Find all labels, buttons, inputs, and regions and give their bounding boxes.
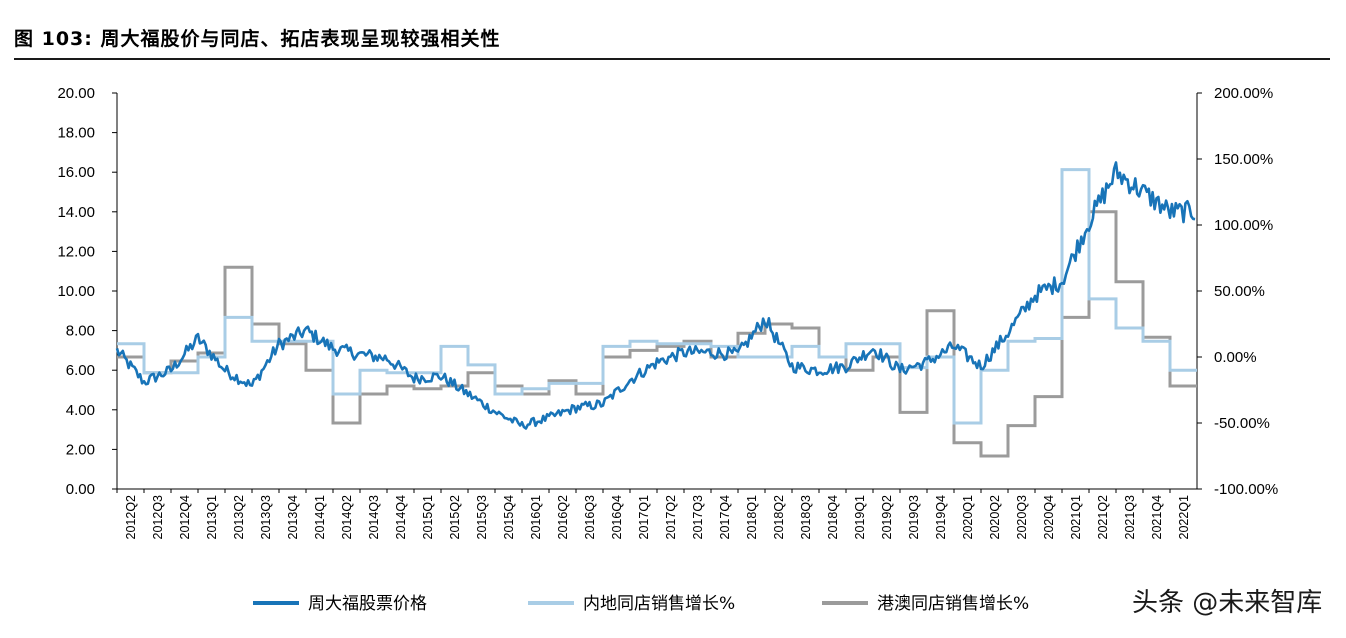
x-tick-label: 2021Q3 — [1123, 495, 1137, 540]
series-hkmacau-sss-line — [117, 210, 1197, 458]
x-tick-label: 2017Q3 — [691, 495, 705, 540]
x-tick-label: 2014Q4 — [394, 495, 408, 540]
chart-title: 图 103: 周大福股价与同店、拓店表现呈现较强相关性 — [14, 28, 501, 50]
x-tick-label: 2014Q1 — [313, 495, 327, 540]
x-tick-label: 2017Q4 — [718, 495, 732, 540]
y-right-tick-label: 200.00% — [1214, 85, 1273, 102]
title-divider — [14, 58, 1330, 60]
x-tick-label: 2015Q2 — [448, 495, 462, 540]
y-right-tick-label: 150.00% — [1214, 151, 1273, 168]
x-tick-label: 2021Q4 — [1150, 495, 1164, 540]
x-tick-label: 2012Q3 — [151, 495, 165, 540]
x-tick-label: 2020Q1 — [961, 495, 975, 540]
y-left-tick-label: 16.00 — [57, 164, 95, 181]
x-tick-label: 2018Q1 — [745, 495, 759, 540]
x-tick-label: 2018Q4 — [826, 495, 840, 540]
x-tick-label: 2018Q3 — [799, 495, 813, 540]
x-tick-label: 2015Q4 — [502, 495, 516, 540]
y-left-tick-label: 6.00 — [66, 362, 95, 379]
x-tick-label: 2016Q4 — [610, 495, 624, 540]
x-tick-label: 2017Q1 — [637, 495, 651, 540]
y-right-tick-label: -100.00% — [1214, 481, 1278, 498]
x-tick-label: 2019Q2 — [880, 495, 894, 540]
x-tick-label: 2016Q3 — [583, 495, 597, 540]
y-left-tick-label: 8.00 — [66, 323, 95, 340]
x-tick-label: 2013Q1 — [205, 495, 219, 540]
x-tick-label: 2020Q4 — [1042, 495, 1056, 540]
x-tick-label: 2015Q3 — [475, 495, 489, 540]
x-tick-label: 2022Q1 — [1177, 495, 1191, 540]
x-tick-labels: 2012Q2 2012Q3 2012Q4 2013Q1 2013Q2 2013Q3 2013… — [116, 489, 1191, 540]
x-tick-label: 2019Q4 — [934, 495, 948, 540]
y-right-tick-label: -50.00% — [1214, 415, 1270, 432]
legend-label: 港澳同店销售增长% — [877, 594, 1029, 614]
watermark-text: 头条 @未来智库 — [1132, 588, 1322, 618]
x-tick-label: 2012Q4 — [178, 495, 192, 540]
y-left-tick-label: 4.00 — [66, 402, 95, 419]
y-right-tick-label: 0.00% — [1214, 349, 1257, 366]
x-tick-label: 2015Q1 — [421, 495, 435, 540]
x-tick-label: 2021Q2 — [1096, 495, 1110, 540]
y-right-tick-label: 50.00% — [1214, 283, 1265, 300]
x-tick-label: 2019Q1 — [853, 495, 867, 540]
x-tick-label: 2018Q2 — [772, 495, 786, 540]
y-right-tick-label: 100.00% — [1214, 217, 1273, 234]
y-left-tick-label: 2.00 — [66, 441, 95, 458]
legend: 周大福股票价格 内地同店销售增长% 港澳同店销售增长% — [253, 594, 1029, 614]
y-left-tick-label: 18.00 — [57, 125, 95, 142]
x-tick-label: 2013Q2 — [232, 495, 246, 540]
y-left-tick-label: 10.00 — [57, 283, 95, 300]
series-group — [115, 161, 1197, 458]
y-left-tick-label: 14.00 — [57, 204, 95, 221]
x-tick-label: 2020Q2 — [988, 495, 1002, 540]
legend-label: 内地同店销售增长% — [583, 594, 735, 614]
y-left-tick-label: 12.00 — [57, 243, 95, 260]
x-tick-label: 2013Q3 — [259, 495, 273, 540]
x-tick-label: 2014Q2 — [340, 495, 354, 540]
legend-label: 周大福股票价格 — [308, 594, 427, 614]
x-tick-label: 2017Q2 — [664, 495, 678, 540]
x-tick-label: 2016Q1 — [529, 495, 543, 540]
x-tick-label: 2020Q3 — [1015, 495, 1029, 540]
series-price-line — [115, 161, 1196, 430]
x-tick-label: 2013Q4 — [286, 495, 300, 540]
x-tick-label: 2019Q3 — [907, 495, 921, 540]
y-left-tick-label: 0.00 — [66, 481, 95, 498]
y-left-tick-label: 20.00 — [57, 85, 95, 102]
x-tick-label: 2012Q2 — [124, 495, 138, 540]
x-tick-label: 2016Q2 — [556, 495, 570, 540]
axes-group: 0.00 2.00 4.00 6.00 8.00 10.00 12.00 14.00 16.00… — [57, 85, 1278, 498]
x-tick-label: 2014Q3 — [367, 495, 381, 540]
x-tick-label: 2021Q1 — [1069, 495, 1083, 540]
